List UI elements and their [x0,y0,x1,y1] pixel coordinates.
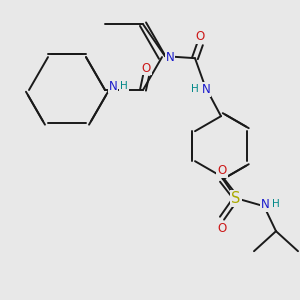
Text: N: N [261,198,269,211]
Text: H: H [120,81,128,91]
Text: O: O [218,222,226,235]
Text: O: O [218,164,226,177]
Text: S: S [231,191,241,206]
Text: O: O [141,61,151,74]
Text: N: N [166,51,174,64]
Text: H: H [272,199,280,209]
Text: O: O [195,30,205,43]
Text: N: N [202,83,210,96]
Text: N: N [109,80,117,92]
Text: H: H [191,84,199,94]
